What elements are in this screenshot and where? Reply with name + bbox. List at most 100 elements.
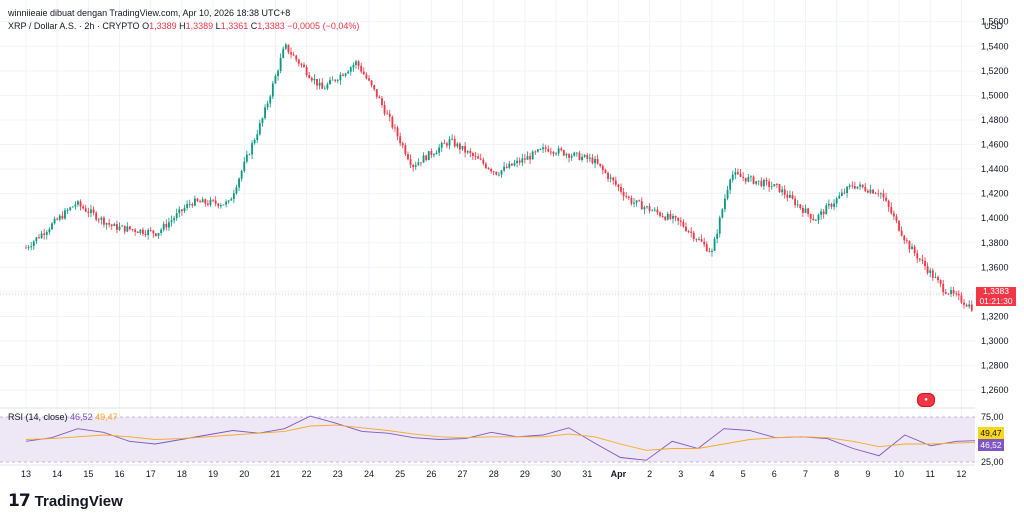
tradingview-logo[interactable]: 17 TradingView bbox=[8, 491, 123, 511]
candle-body bbox=[32, 241, 35, 247]
candle-body bbox=[258, 123, 261, 135]
candle-body bbox=[196, 198, 199, 202]
candle-body bbox=[609, 177, 612, 179]
candle-body bbox=[391, 116, 394, 128]
price-tick-label: 1,5400 bbox=[981, 41, 1009, 51]
candle-body bbox=[617, 184, 620, 188]
candle-body bbox=[763, 180, 765, 187]
candle-body bbox=[687, 230, 690, 232]
candle-body bbox=[705, 244, 708, 252]
candle-body bbox=[898, 220, 900, 231]
candle-body bbox=[173, 218, 176, 221]
candle-body bbox=[625, 196, 628, 197]
candle-body bbox=[378, 96, 381, 99]
candle-body bbox=[180, 209, 183, 212]
candle-body bbox=[375, 89, 378, 97]
rsi-tick-label: 75,00 bbox=[981, 412, 1004, 422]
symbol-legend[interactable]: XRP / Dollar A.S. · 2h · CRYPTO O1,3389 … bbox=[8, 21, 359, 31]
candle-body bbox=[222, 204, 225, 206]
candle-body bbox=[768, 181, 771, 187]
candle-body bbox=[427, 151, 430, 161]
candle-body bbox=[656, 209, 659, 213]
time-tick-label: 31 bbox=[582, 469, 592, 479]
candle-body bbox=[420, 162, 422, 164]
candle-body bbox=[627, 196, 630, 198]
currency-label[interactable]: USD bbox=[984, 21, 1004, 31]
candle-body bbox=[853, 186, 856, 189]
candle-body bbox=[451, 138, 454, 140]
candle-body bbox=[872, 189, 874, 194]
candle-body bbox=[297, 59, 300, 64]
candle-body bbox=[282, 48, 285, 58]
candle-body bbox=[861, 184, 864, 188]
candle-body bbox=[843, 192, 846, 194]
candle-body bbox=[368, 78, 370, 81]
candle-body bbox=[66, 210, 69, 211]
candle-body bbox=[248, 154, 251, 156]
rsi-legend[interactable]: RSI (14, close) 46,52 49,47 bbox=[8, 412, 118, 422]
time-tick-label: 10 bbox=[894, 469, 904, 479]
price-tick-label: 1,5600 bbox=[981, 17, 1009, 27]
candle-body bbox=[890, 206, 893, 214]
candle-body bbox=[765, 180, 768, 182]
time-tick-label: 23 bbox=[333, 469, 343, 479]
rsi-ma-line bbox=[25, 424, 1024, 451]
candle-body bbox=[534, 151, 537, 153]
low-label: L bbox=[215, 21, 221, 31]
candle-body bbox=[614, 180, 617, 185]
open-label: O bbox=[142, 21, 150, 31]
time-tick-label: 29 bbox=[520, 469, 530, 479]
rsi-line bbox=[25, 415, 1024, 461]
candle-body bbox=[199, 201, 201, 203]
candle-body bbox=[362, 71, 365, 75]
candle-body bbox=[147, 229, 150, 235]
candle-body bbox=[209, 199, 212, 205]
rsi-value: 46,52 bbox=[70, 412, 93, 422]
time-tick-label: 3 bbox=[678, 469, 683, 479]
us-flag-icon[interactable]: ● bbox=[917, 393, 935, 407]
candle-body bbox=[791, 195, 794, 199]
candle-body bbox=[716, 233, 719, 239]
candle-body bbox=[604, 170, 607, 173]
price-tick-label: 1,4000 bbox=[981, 213, 1009, 223]
candle-body bbox=[157, 233, 160, 236]
candle-body bbox=[225, 201, 227, 205]
candle-body bbox=[750, 176, 752, 178]
candle-body bbox=[789, 195, 791, 198]
candle-body bbox=[817, 214, 820, 220]
candle-body bbox=[503, 166, 506, 171]
candle-body bbox=[526, 156, 529, 160]
candle-body bbox=[737, 172, 739, 174]
candle-body bbox=[575, 152, 578, 154]
candle-body bbox=[643, 207, 646, 210]
candle-body bbox=[448, 139, 451, 146]
candle-body bbox=[682, 221, 685, 227]
rsi-label: RSI (14, close) bbox=[8, 412, 68, 422]
time-tick-label: 13 bbox=[21, 469, 31, 479]
rsi-value-tag: 46,52 bbox=[978, 439, 1004, 451]
time-tick-label: 11 bbox=[926, 469, 935, 479]
candle-body bbox=[573, 152, 576, 156]
candle-body bbox=[835, 198, 838, 204]
candle-body bbox=[144, 233, 147, 235]
candle-body bbox=[487, 167, 490, 169]
symbol-name[interactable]: XRP / Dollar A.S. · 2h · CRYPTO bbox=[8, 21, 140, 31]
candle-body bbox=[937, 277, 939, 281]
rsi-series bbox=[25, 415, 1024, 461]
candle-body bbox=[342, 74, 344, 76]
price-tick-label: 1,4800 bbox=[981, 115, 1009, 125]
candle-body bbox=[744, 177, 747, 182]
candle-body bbox=[461, 146, 464, 150]
candle-body bbox=[438, 147, 441, 153]
candle-body bbox=[425, 155, 428, 161]
candle-body bbox=[620, 187, 622, 192]
candle-body bbox=[963, 302, 965, 305]
candle-body bbox=[549, 151, 552, 153]
candle-body bbox=[952, 290, 955, 294]
candle-body bbox=[703, 241, 706, 245]
high-label: H bbox=[179, 21, 186, 31]
candle-body bbox=[365, 74, 368, 79]
candle-body bbox=[308, 75, 311, 78]
time-tick-label: 9 bbox=[865, 469, 870, 479]
